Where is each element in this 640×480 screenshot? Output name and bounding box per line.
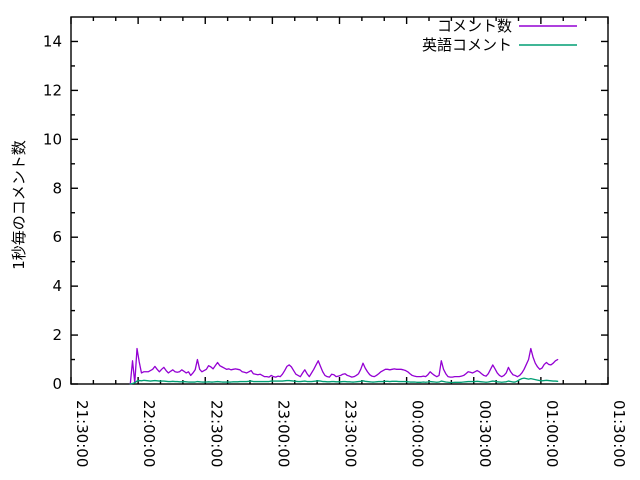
plot-frame xyxy=(70,16,609,385)
data-series-group xyxy=(129,347,559,385)
y-axis-title-label: 1秒毎のコメント数 xyxy=(10,140,28,270)
legend-label-0: コメント数 xyxy=(437,17,512,35)
legend-label-1: 英語コメント xyxy=(422,36,512,54)
series-line-0 xyxy=(129,347,559,385)
x-tick-label: 01:30:00 xyxy=(610,400,628,467)
x-tick-labels: 21:30:00 22:00:00 22:30:00 23:00:00 23:30:00… xyxy=(73,400,628,467)
x-tick-label: 23:00:00 xyxy=(274,400,292,467)
x-tick-label: 21:30:00 xyxy=(73,400,91,467)
y-axis-title: 1秒毎のコメント数 xyxy=(10,140,28,270)
y-tick-label: 6 xyxy=(52,228,62,246)
y-tick-label: 14 xyxy=(43,32,62,50)
y-tick-label: 12 xyxy=(43,81,62,99)
y-tick-label: 4 xyxy=(52,277,62,295)
x-tick-label: 22:00:00 xyxy=(140,400,158,467)
axis-tickmarks xyxy=(70,17,609,385)
y-tick-labels: 0 2 4 6 8 10 12 14 xyxy=(43,32,62,393)
y-tick-label: 2 xyxy=(52,326,62,344)
y-tick-label: 10 xyxy=(43,130,62,148)
x-tick-label: 23:30:00 xyxy=(342,400,360,467)
x-tick-label: 00:00:00 xyxy=(409,400,427,467)
x-tick-label: 22:30:00 xyxy=(207,400,225,467)
x-tick-label: 00:30:00 xyxy=(476,400,494,467)
x-tick-label: 01:00:00 xyxy=(543,400,561,467)
y-tick-label: 8 xyxy=(52,179,62,197)
series-line-1 xyxy=(129,377,559,385)
y-tick-label: 0 xyxy=(52,375,62,393)
